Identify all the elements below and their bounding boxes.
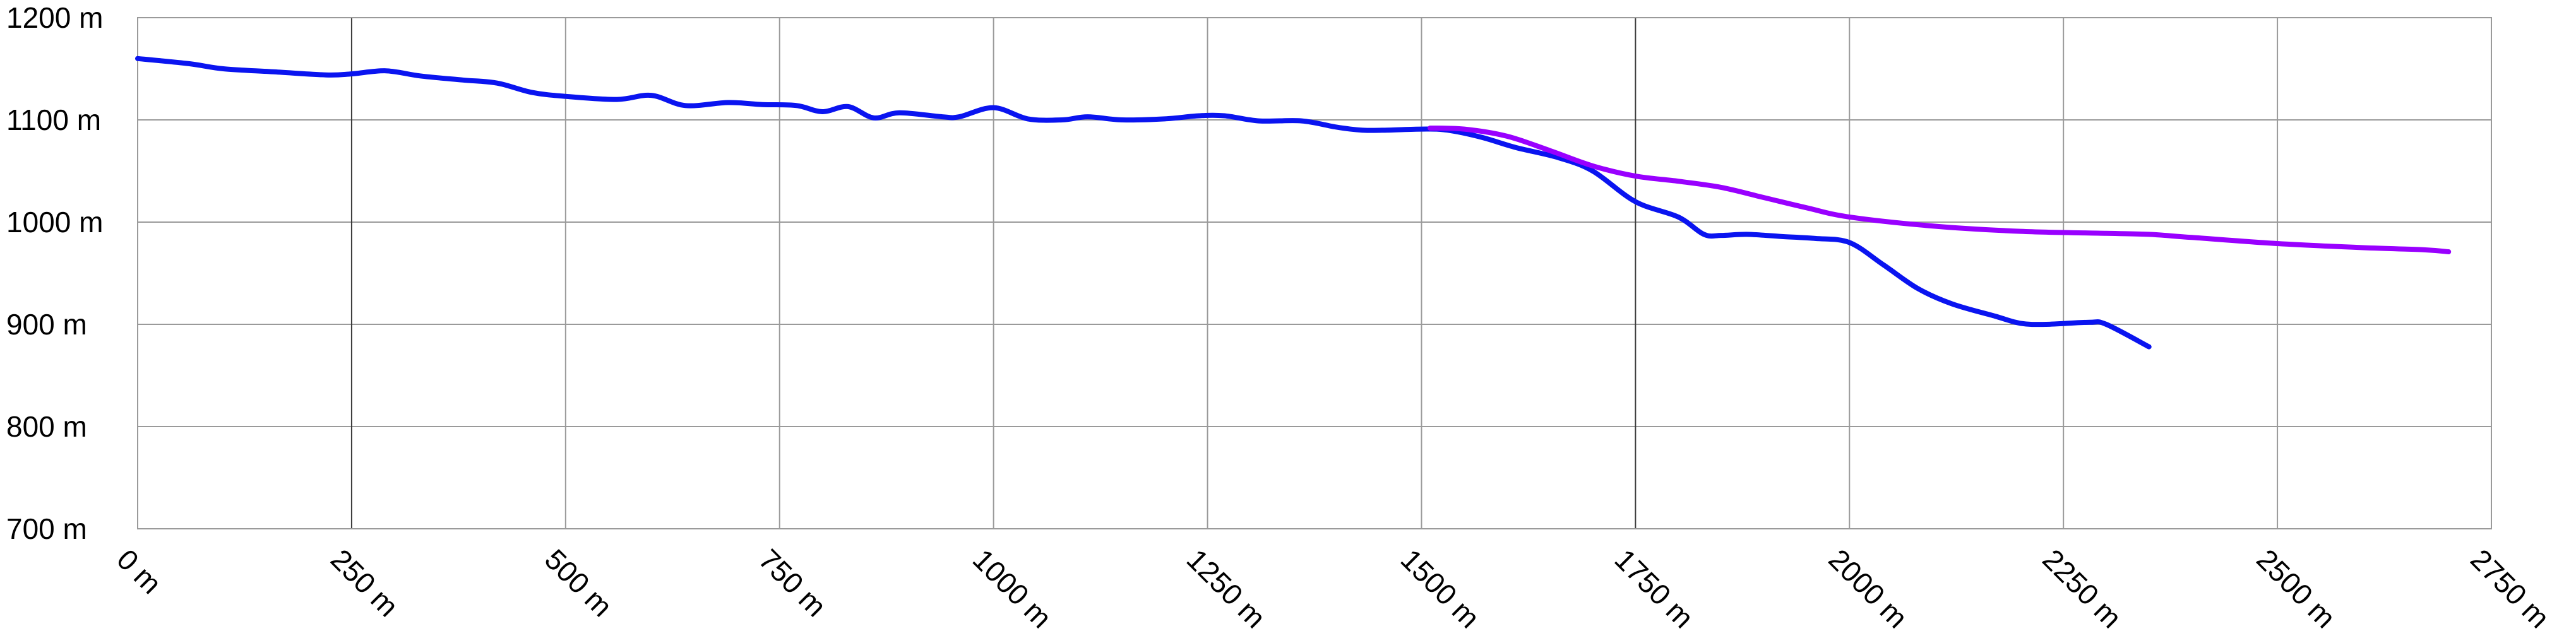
elevation-line-blue: [135, 56, 2152, 350]
x-tick-label: 2000 m: [1822, 543, 1914, 631]
x-tick-label: 2250 m: [2036, 543, 2128, 631]
x-tick-label: 2750 m: [2464, 543, 2556, 631]
y-tick-label: 700 m: [6, 512, 87, 545]
x-tick-label: 1500 m: [1395, 543, 1486, 631]
x-tick-label: 250 m: [325, 543, 405, 623]
y-tick-label: 1100 m: [6, 103, 101, 136]
gridlines: [137, 17, 2492, 529]
elevation-line-purple: [1428, 126, 2452, 254]
x-axis-tick-labels: 0 m 250 m 500 m 750 m 1000 m 1250 m 1500 m 1750…: [110, 543, 2556, 631]
x-tick-label: 1000 m: [967, 543, 1058, 631]
x-tick-label: 1750 m: [1609, 543, 1700, 631]
x-tick-label: 750 m: [753, 543, 833, 623]
y-axis-tick-labels: 700 m 800 m 900 m 1000 m 1100 m 1200 m: [6, 1, 103, 545]
y-tick-label: 800 m: [6, 410, 87, 443]
y-tick-label: 1000 m: [6, 206, 103, 239]
y-tick-label: 1200 m: [6, 1, 103, 34]
y-tick-label: 900 m: [6, 308, 87, 341]
x-tick-label: 2500 m: [2250, 543, 2342, 631]
plot-area-frame: [137, 17, 2492, 529]
x-tick-label: 500 m: [539, 543, 619, 623]
x-tick-label: 1250 m: [1181, 543, 1272, 631]
x-tick-label: 0 m: [110, 543, 168, 600]
series-lines: [135, 56, 2452, 350]
